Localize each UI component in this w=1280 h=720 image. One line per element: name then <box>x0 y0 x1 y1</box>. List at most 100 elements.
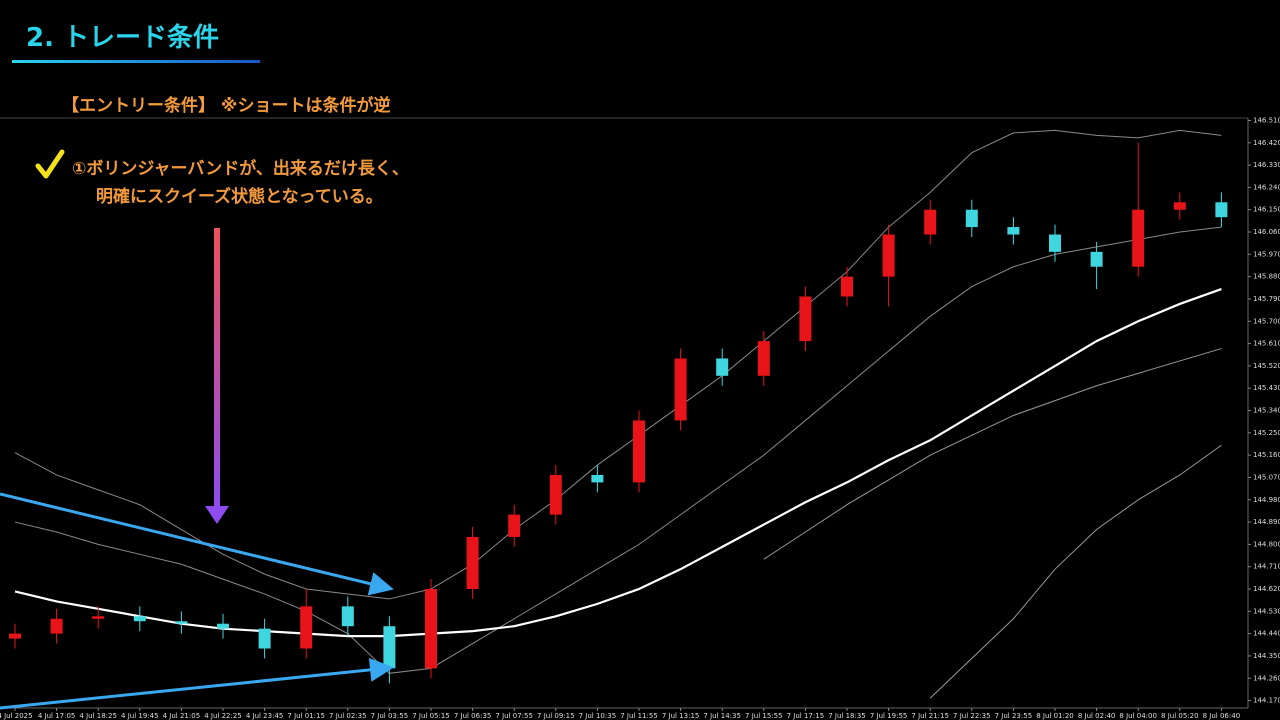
candle-body <box>508 514 521 537</box>
x-tick-label: 7 Jul 11:55 <box>620 712 658 720</box>
y-tick-label: 144.350 <box>1253 652 1280 660</box>
candle-body <box>175 621 188 624</box>
y-tick-label: 145.430 <box>1253 384 1280 392</box>
x-tick-label: 7 Jul 21:15 <box>911 712 949 720</box>
x-tick-label: 7 Jul 15:55 <box>745 712 783 720</box>
x-tick-label: 8 Jul 06:40 <box>1203 712 1241 720</box>
candle-body <box>716 358 729 376</box>
y-tick-label: 146.150 <box>1253 206 1280 214</box>
y-tick-label: 144.260 <box>1253 674 1280 682</box>
candle-body <box>466 536 479 590</box>
y-tick-label: 144.440 <box>1253 630 1280 638</box>
x-tick-label: 8 Jul 04:00 <box>1119 712 1157 720</box>
candle-body <box>300 606 313 649</box>
check-line: ①ボリンジャーバンドが、出来るだけ長く、 <box>72 158 409 179</box>
x-tick-label: 4 Jul 21:05 <box>163 712 201 720</box>
candle-body <box>383 626 396 669</box>
y-tick-label: 146.510 <box>1253 116 1280 124</box>
title-underline <box>12 60 260 63</box>
y-tick-label: 145.970 <box>1253 250 1280 258</box>
x-tick-label: 8 Jul 02:40 <box>1078 712 1116 720</box>
candle-body <box>1173 202 1186 210</box>
candle-body <box>549 474 562 515</box>
down-arrow-head <box>205 506 229 524</box>
y-tick-label: 144.530 <box>1253 607 1280 615</box>
candle-body <box>425 589 437 669</box>
candle-body <box>1132 209 1145 267</box>
y-tick-label: 145.700 <box>1253 317 1280 325</box>
x-tick-label: 8 Jul 05:20 <box>1161 712 1199 720</box>
y-tick-label: 146.420 <box>1253 139 1280 147</box>
y-tick-label: 145.160 <box>1253 451 1280 459</box>
check-mark <box>35 149 65 179</box>
down-arrow-shaft <box>214 228 220 508</box>
x-tick-label: 4 Jul 18:25 <box>79 712 117 720</box>
x-tick-label: 4 Jul 19:45 <box>121 712 159 720</box>
candle-body <box>1215 202 1228 218</box>
y-tick-label: 146.330 <box>1253 161 1280 169</box>
condition-note: 【エントリー条件】 ※ショートは条件が逆 <box>62 95 390 116</box>
note-bg <box>40 92 460 116</box>
candle-body <box>965 209 978 228</box>
squeeze-arrow <box>0 657 394 710</box>
y-tick-label: 145.340 <box>1253 407 1280 415</box>
candle-body <box>341 606 354 627</box>
y-tick-label: 144.620 <box>1253 585 1280 593</box>
candle-body <box>674 358 687 421</box>
x-tick-label: 7 Jul 14:35 <box>703 712 741 720</box>
y-tick-label: 144.890 <box>1253 518 1280 526</box>
candle-body <box>799 296 812 342</box>
x-tick-label: 7 Jul 09:15 <box>537 712 575 720</box>
candle-body <box>1090 251 1103 267</box>
candle-body <box>757 341 770 376</box>
candle-body <box>133 616 146 622</box>
candle-body <box>92 616 105 619</box>
x-tick-label: 7 Jul 06:35 <box>454 712 492 720</box>
candle-body <box>924 209 937 235</box>
x-tick-label: 4 Jul 22:25 <box>204 712 242 720</box>
y-tick-label: 145.250 <box>1253 429 1280 437</box>
y-tick-label: 146.060 <box>1253 228 1280 236</box>
x-tick-label: 7 Jul 05:15 <box>412 712 450 720</box>
x-tick-label: 7 Jul 03:55 <box>371 712 409 720</box>
candle-body <box>841 276 853 297</box>
y-tick-label: 146.240 <box>1253 183 1280 191</box>
x-tick-label: 4 Jul 23:45 <box>246 712 284 720</box>
squeeze-arrow <box>0 492 394 596</box>
x-tick-label: 7 Jul 10:35 <box>579 712 617 720</box>
x-tick-label: 7 Jul 22:35 <box>953 712 991 720</box>
y-tick-label: 144.980 <box>1253 496 1280 504</box>
y-tick-label: 145.610 <box>1253 340 1280 348</box>
band-line <box>763 348 1222 560</box>
y-tick-label: 145.790 <box>1253 295 1280 303</box>
slide-title: 2. トレード条件 <box>26 23 219 53</box>
candle-body <box>9 633 21 639</box>
check-line: 明確にスクイーズ状態となっている。 <box>96 186 383 207</box>
candle-body <box>258 628 271 649</box>
overlay: 【エントリー条件】 ※ショートは条件が逆 ①ボリンジャーバンドが、出来るだけ長く… <box>0 92 460 710</box>
plot: 146.510 146.420 146.330 146.240 146.150 146.0… <box>0 116 1280 720</box>
x-tick-label: 7 Jul 13:15 <box>662 712 700 720</box>
x-tick-label: 7 Jul 17:15 <box>787 712 825 720</box>
candle-body <box>882 234 895 277</box>
band-line <box>14 226 1222 674</box>
y-tick-label: 144.710 <box>1253 563 1280 571</box>
x-tick-label: 7 Jul 18:35 <box>828 712 866 720</box>
candle-body <box>1049 234 1061 252</box>
x-tick-label: 8 Jul 01:20 <box>1036 712 1074 720</box>
x-tick-label: 7 Jul 01:15 <box>287 712 325 720</box>
y-tick-label: 144.170 <box>1253 697 1280 705</box>
band-line <box>14 288 1222 638</box>
band-line <box>14 129 1222 600</box>
y-tick-label: 144.800 <box>1253 540 1280 548</box>
candle-body <box>217 623 229 629</box>
band-line <box>929 444 1222 699</box>
x-tick-label: 7 Jul 19:55 <box>870 712 908 720</box>
candle-body <box>1007 227 1020 235</box>
x-tick-label: 4 Jul 2025 <box>0 712 33 720</box>
x-tick-label: 4 Jul 17:05 <box>38 712 76 720</box>
candle-body <box>50 618 63 634</box>
y-tick-label: 145.880 <box>1253 273 1280 281</box>
y-tick-label: 145.520 <box>1253 362 1280 370</box>
